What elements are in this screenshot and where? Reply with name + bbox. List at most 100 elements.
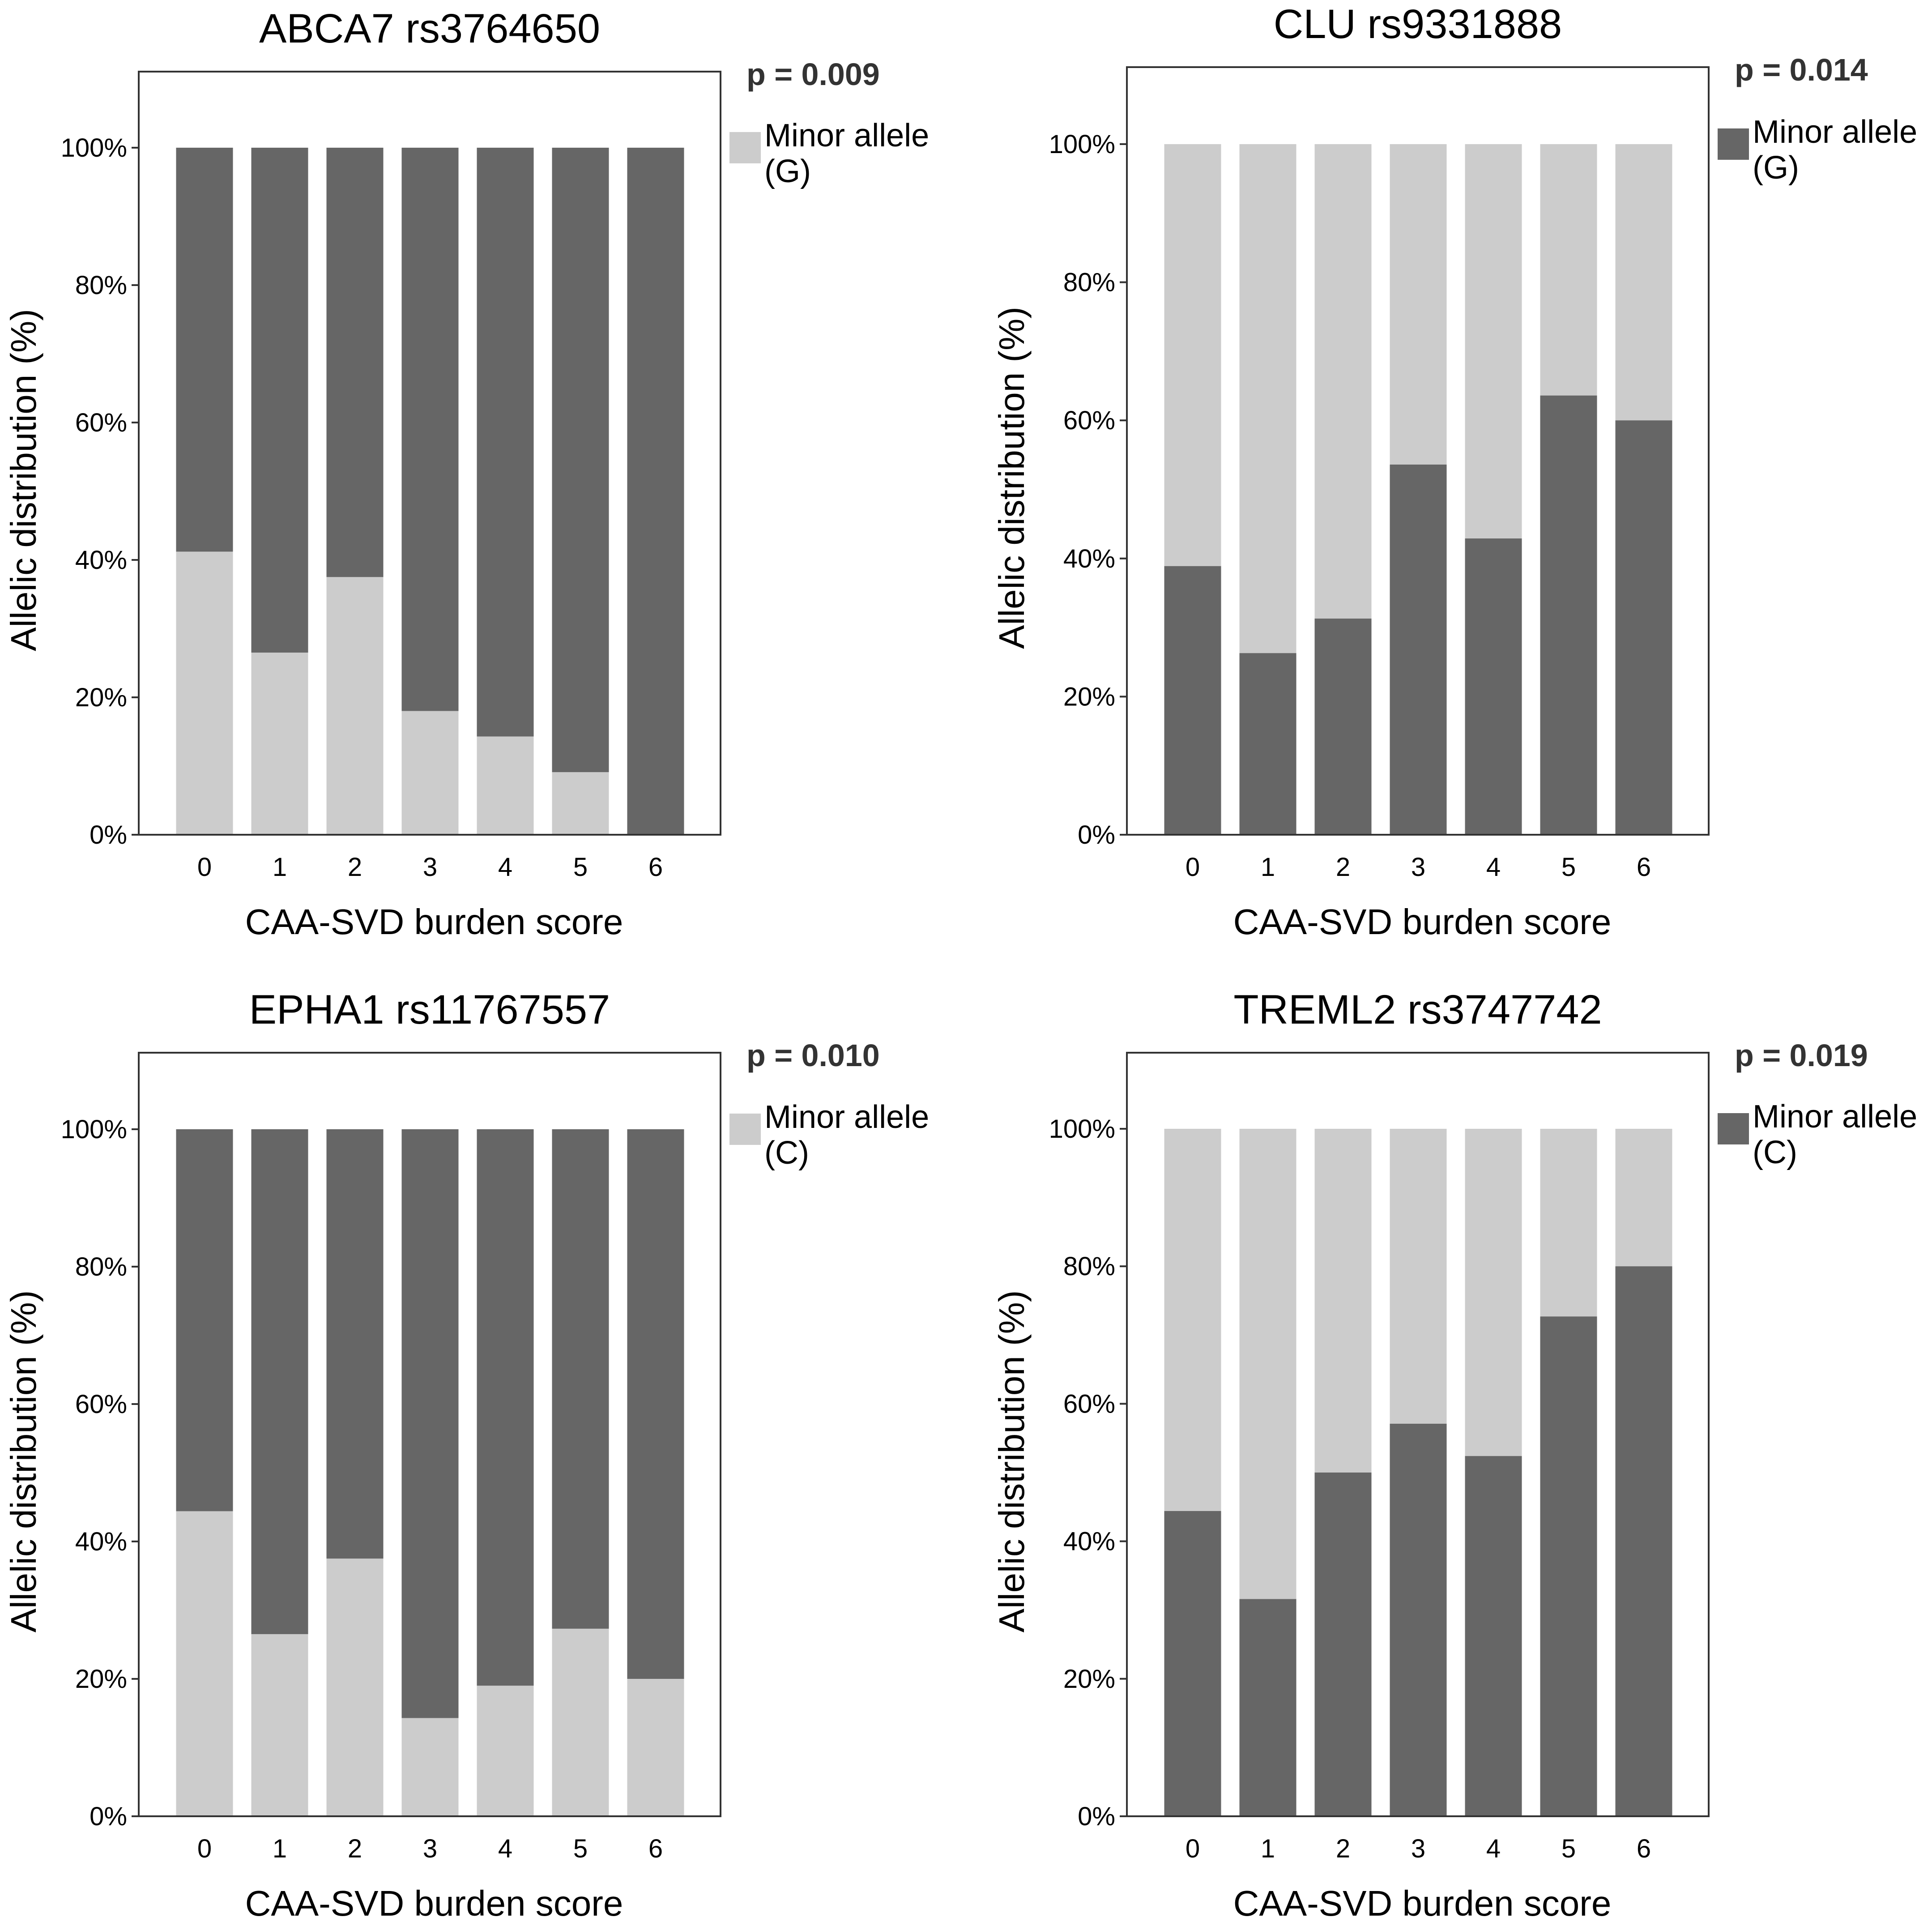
chart-3-x-tick-1: 1 [1261, 1834, 1275, 1863]
chart-1-x-tick-2: 2 [1336, 853, 1350, 882]
chart-1-bar-minor-5 [1540, 395, 1597, 835]
chart-2-y-tick-40: 40% [75, 1527, 127, 1556]
chart-0-bar-minor-0 [176, 551, 233, 835]
chart-2-bar-minor-3 [401, 1718, 459, 1816]
chart-2-x-label: CAA-SVD burden score [245, 1883, 623, 1921]
chart-1-x-tick-1: 1 [1261, 853, 1275, 882]
chart-0-legend-swatch [729, 132, 761, 163]
chart-1-bar-major-1 [1239, 144, 1297, 653]
chart-0-bar-major-3 [401, 148, 459, 711]
chart-0-y-tick-100: 100% [61, 133, 127, 162]
chart-2-x-tick-4: 4 [498, 1834, 512, 1863]
chart-1-x-tick-5: 5 [1561, 853, 1576, 882]
chart-3-y-label: Allelic distribution (%) [992, 1290, 1032, 1633]
chart-1-legend-swatch [1718, 128, 1749, 160]
chart-2-x-tick-1: 1 [273, 1834, 287, 1863]
chart-0-x-tick-0: 0 [197, 853, 212, 882]
chart-0-bar-minor-4 [477, 736, 534, 835]
chart-0-bar-major-4 [477, 148, 534, 737]
chart-1-bar-minor-0 [1164, 566, 1221, 835]
chart-1-bar-major-2 [1314, 144, 1372, 619]
chart-1-bar-minor-1 [1239, 653, 1297, 835]
chart-0-bar-minor-5 [552, 772, 609, 835]
chart-2-x-tick-0: 0 [197, 1834, 212, 1863]
chart-1-legend-label: Minor allele [1753, 114, 1917, 150]
chart-0-bar-minor-1 [251, 653, 308, 835]
chart-0-y-tick-80: 80% [75, 271, 127, 300]
chart-0-legend-label: Minor allele [764, 118, 929, 154]
chart-2-bar-major-4 [477, 1129, 534, 1686]
chart-0-y-tick-20: 20% [75, 683, 127, 712]
chart-3-bar-minor-1 [1239, 1599, 1297, 1816]
chart-2-x-tick-6: 6 [648, 1834, 663, 1863]
chart-1-y-tick-0: 0% [1078, 820, 1115, 850]
chart-0-bar-major-2 [326, 148, 384, 577]
chart-2-x-tick-2: 2 [348, 1834, 362, 1863]
chart-0-x-tick-5: 5 [573, 853, 588, 882]
chart-3-bar-major-2 [1314, 1129, 1372, 1473]
chart-3-y-tick-20: 20% [1063, 1665, 1115, 1694]
chart-3-legend-label: Minor allele [1753, 1099, 1917, 1135]
chart-1-y-tick-60: 60% [1063, 406, 1115, 435]
chart-3-x-tick-5: 5 [1561, 1834, 1576, 1863]
chart-3-x-tick-3: 3 [1411, 1834, 1425, 1863]
chart-3-bar-minor-6 [1615, 1266, 1672, 1816]
chart-3-bar-major-6 [1615, 1129, 1672, 1267]
chart-3-y-tick-60: 60% [1063, 1389, 1115, 1418]
chart-0-title: ABCA7 rs3764650 [259, 6, 600, 51]
chart-1-x-tick-0: 0 [1186, 853, 1200, 882]
chart-1-bar-major-4 [1465, 144, 1522, 539]
chart-2-y-tick-0: 0% [90, 1802, 127, 1831]
chart-2-x-tick-3: 3 [423, 1834, 437, 1863]
chart-2-bar-minor-5 [552, 1628, 609, 1816]
chart-0-legend-allele: (G) [764, 154, 811, 189]
chart-3-bar-major-0 [1164, 1129, 1221, 1511]
chart-1-bar-minor-2 [1314, 619, 1372, 835]
chart-3-x-tick-4: 4 [1486, 1834, 1501, 1863]
chart-2-y-tick-100: 100% [61, 1115, 127, 1144]
chart-0-y-tick-40: 40% [75, 546, 127, 575]
chart-2-bar-major-2 [326, 1129, 384, 1559]
chart-1-bar-major-6 [1615, 144, 1672, 421]
chart-0-x-tick-2: 2 [348, 853, 362, 882]
chart-1-bar-major-5 [1540, 144, 1597, 396]
chart-1-title: CLU rs9331888 [1274, 1, 1562, 47]
chart-1-bar-major-3 [1390, 144, 1447, 465]
chart-1-x-tick-3: 3 [1411, 853, 1425, 882]
chart-1-frame [1126, 66, 1710, 836]
chart-2-bar-major-1 [251, 1129, 308, 1635]
chart-0-y-label: Allelic distribution (%) [4, 309, 43, 651]
chart-3-title: TREML2 rs3747742 [1233, 987, 1602, 1033]
chart-2-y-tick-80: 80% [75, 1252, 127, 1281]
chart-1-y-tick-80: 80% [1063, 268, 1115, 297]
chart-2-legend-allele: (C) [764, 1135, 809, 1171]
chart-0-bar-minor-2 [326, 577, 384, 835]
chart-3-x-tick-0: 0 [1186, 1834, 1200, 1863]
chart-3-bar-major-1 [1239, 1129, 1297, 1599]
chart-3-x-tick-6: 6 [1637, 1834, 1651, 1863]
chart-2-bar-major-6 [627, 1129, 684, 1679]
chart-1-x-tick-6: 6 [1637, 853, 1651, 882]
chart-3-bar-major-3 [1390, 1129, 1447, 1424]
chart-0-y-tick-0: 0% [90, 820, 127, 850]
chart-2-x-tick-5: 5 [573, 1834, 588, 1863]
chart-2-bar-major-5 [552, 1129, 609, 1629]
chart-2-frame [138, 1052, 721, 1817]
chart-1-y-tick-20: 20% [1063, 682, 1115, 711]
chart-0-p-value: p = 0.009 [746, 57, 880, 92]
chart-1-p-value: p = 0.014 [1735, 52, 1868, 87]
chart-2-bar-minor-4 [477, 1686, 534, 1816]
chart-3-x-tick-2: 2 [1336, 1834, 1350, 1863]
chart-1-x-label: CAA-SVD burden score [1233, 902, 1612, 942]
chart-3-bar-minor-0 [1164, 1511, 1221, 1816]
chart-2-y-tick-60: 60% [75, 1390, 127, 1419]
chart-1-y-tick-100: 100% [1049, 130, 1115, 159]
chart-2-bar-major-3 [401, 1129, 459, 1718]
chart-3-bar-minor-2 [1314, 1473, 1372, 1816]
chart-2-bar-minor-0 [176, 1511, 233, 1816]
